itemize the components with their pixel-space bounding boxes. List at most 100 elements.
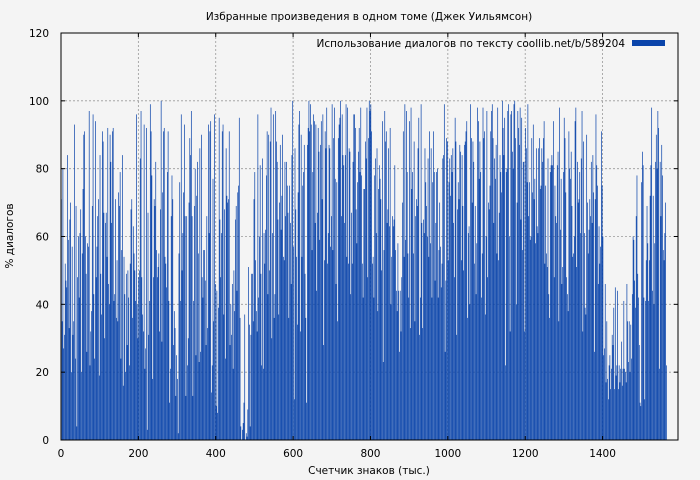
bar [208, 124, 209, 440]
bar [160, 209, 161, 440]
bar [433, 172, 435, 440]
bar [136, 114, 137, 441]
chart-title: Избранные произведения в одном томе (Дже… [206, 11, 532, 23]
bar [219, 219, 221, 440]
bar [173, 345, 174, 440]
bar [552, 165, 553, 440]
bar [403, 256, 405, 440]
bar [621, 385, 623, 440]
bar [302, 185, 304, 441]
bar [334, 107, 335, 441]
bar [180, 114, 182, 441]
bar [469, 304, 471, 440]
bar [495, 178, 496, 440]
bar [338, 124, 340, 440]
bar [437, 168, 438, 441]
bar [121, 250, 123, 440]
bar [297, 192, 299, 440]
bar [150, 131, 152, 441]
bar [228, 131, 230, 441]
bar [289, 185, 290, 441]
bar [557, 151, 559, 440]
bar [71, 372, 72, 440]
bar [663, 260, 665, 440]
bar [222, 124, 224, 440]
x-axis-label: Счетчик знаков (тыс.) [308, 465, 430, 477]
bar [314, 222, 316, 440]
bar [629, 372, 631, 440]
bar [232, 368, 234, 440]
bar [221, 131, 223, 441]
bar [214, 283, 216, 440]
bar [377, 311, 379, 440]
bar [348, 263, 349, 440]
bar [539, 138, 540, 440]
bar [447, 141, 448, 440]
bar [603, 355, 605, 440]
bar [157, 267, 159, 440]
x-tick-label: 1400 [589, 448, 616, 460]
bar [602, 236, 604, 440]
bar [436, 172, 437, 440]
bar [443, 104, 445, 440]
bar [171, 175, 173, 440]
bar [349, 151, 351, 440]
bar [644, 399, 646, 440]
bar [534, 178, 536, 440]
bar [614, 389, 615, 441]
bar [278, 314, 280, 440]
bar [142, 314, 143, 440]
bar [174, 328, 176, 440]
bar [660, 216, 662, 440]
bar [75, 205, 77, 440]
bar [307, 144, 308, 440]
y-axis: 0 20 40 60 80 100 120 [29, 28, 678, 447]
bar [242, 423, 244, 440]
bar [396, 311, 398, 440]
bar [499, 155, 501, 440]
bar [310, 124, 312, 440]
bar [84, 236, 86, 440]
bar [639, 402, 641, 440]
bar [464, 141, 466, 440]
bar [461, 155, 463, 440]
bar [194, 168, 196, 441]
bar [261, 365, 263, 440]
bar [138, 277, 140, 440]
bar [648, 300, 649, 440]
bar [584, 233, 585, 440]
bar [536, 226, 538, 440]
bar [320, 144, 321, 440]
bar [279, 144, 281, 440]
bar [402, 131, 404, 441]
bar [238, 117, 240, 440]
bar [98, 199, 99, 440]
bar [74, 358, 76, 440]
bar [234, 311, 236, 440]
bar [375, 158, 376, 441]
bar [286, 161, 287, 440]
bar [447, 260, 449, 440]
bar [115, 317, 117, 440]
bar [264, 263, 266, 440]
bar [560, 178, 562, 440]
bar [632, 236, 634, 440]
bar [445, 280, 447, 440]
bar [204, 250, 205, 440]
bar [442, 158, 444, 441]
bar [141, 277, 143, 440]
bar [649, 195, 651, 440]
bar [132, 226, 134, 440]
bar [480, 172, 482, 440]
bar [638, 297, 639, 440]
bar [178, 253, 180, 440]
bar [510, 114, 512, 441]
bar [594, 351, 595, 440]
bar [605, 382, 607, 440]
bar [488, 202, 489, 440]
bar [549, 172, 551, 440]
bar [73, 321, 75, 440]
bar [223, 314, 225, 440]
bar [418, 117, 420, 440]
bar [551, 155, 553, 440]
